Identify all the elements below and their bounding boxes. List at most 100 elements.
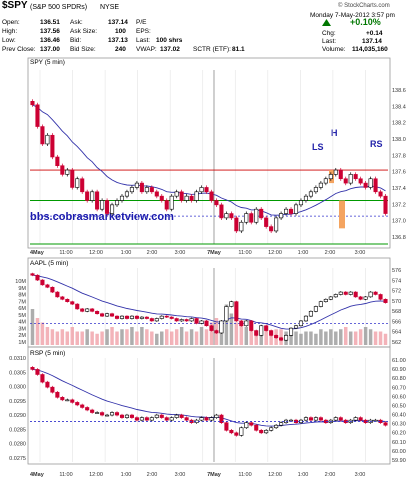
bid-size-value: 240 — [115, 46, 126, 53]
spy-y-tick: 138.2 — [392, 121, 406, 127]
volume-tick: 10M — [15, 279, 26, 285]
candle — [383, 422, 388, 426]
candle — [65, 399, 70, 402]
volume-bar — [35, 318, 40, 345]
candle — [75, 402, 80, 406]
candle — [224, 422, 229, 431]
rsp-left-tick: 0.0305 — [9, 370, 26, 376]
candle — [144, 187, 149, 193]
candle — [189, 195, 194, 201]
candle — [298, 200, 304, 206]
candle — [279, 337, 284, 341]
rsp-right-tick: 59.90 — [392, 458, 406, 464]
candle — [234, 301, 239, 322]
candle — [293, 325, 299, 329]
candle — [254, 208, 259, 223]
rsp-right-tick: 60.10 — [392, 440, 406, 446]
candle — [105, 313, 110, 317]
candle — [55, 156, 60, 166]
spy-y-tick: 137.8 — [392, 153, 406, 159]
chg-label: Chg: — [322, 30, 336, 37]
candle — [343, 291, 348, 295]
candle — [149, 187, 154, 193]
candle — [60, 165, 65, 175]
volume-bar — [234, 322, 239, 345]
candle — [35, 369, 40, 375]
aapl-y-tick: 570 — [392, 299, 401, 305]
x-axis-label: 11:00 — [59, 472, 72, 478]
candle — [353, 174, 358, 180]
volume-bar — [254, 331, 258, 345]
volume-tick: 2M — [18, 333, 26, 339]
volume-bar — [383, 333, 388, 345]
volume-bar — [110, 327, 114, 345]
spy-panel-title: SPY (5 min) — [30, 59, 65, 66]
candle — [124, 414, 129, 418]
candle — [80, 178, 85, 193]
candle — [373, 178, 378, 193]
x-axis-label: 12:00 — [268, 472, 282, 478]
volume-bar — [75, 331, 79, 345]
candle — [139, 182, 144, 193]
x-axis-label: 1:00 — [121, 472, 132, 478]
candle — [289, 208, 294, 214]
x-axis-label: 1:00 — [121, 250, 132, 256]
prev-close-label: Prev Close: — [2, 46, 36, 53]
volume-bar — [155, 333, 159, 345]
candle — [169, 417, 174, 421]
rsp-right-tick: 60.90 — [392, 367, 406, 373]
volume-bar — [184, 331, 189, 345]
candle — [254, 424, 259, 431]
candle — [50, 134, 55, 158]
candle — [129, 414, 134, 418]
aapl-y-tick: 566 — [392, 319, 401, 325]
candle — [159, 315, 164, 319]
candle — [55, 291, 60, 298]
candle — [298, 320, 304, 327]
candle — [264, 217, 269, 227]
candle — [358, 178, 363, 184]
candle — [214, 414, 219, 418]
candle — [353, 417, 358, 421]
candle — [169, 316, 174, 319]
candle — [110, 204, 115, 214]
candle — [219, 320, 224, 334]
volume-bar — [314, 333, 318, 345]
rsp-left-tick: 0.0280 — [9, 442, 26, 448]
quote-header: $SPY (S&P 500 SPDRs) NYSE © StockCharts.… — [0, 0, 416, 58]
candle — [229, 429, 234, 434]
low-label: Low: — [2, 37, 16, 44]
candle — [50, 286, 55, 293]
aapl-y-tick: 576 — [392, 268, 401, 274]
candle — [110, 412, 115, 416]
candle — [184, 417, 189, 421]
candle — [338, 417, 343, 421]
candle — [308, 311, 313, 317]
volume-bar — [319, 329, 323, 345]
candle — [328, 174, 333, 180]
volume-bar — [194, 331, 199, 345]
volume-bar — [80, 331, 84, 345]
symbol: $SPY — [2, 0, 28, 11]
candle — [204, 187, 209, 193]
last-shares: 100 shrs — [156, 37, 183, 44]
last-label: Last: — [136, 37, 151, 44]
aapl-panel-title: AAPL (5 min) — [30, 260, 68, 267]
x-axis-label: 2:00 — [325, 250, 336, 256]
volume-tick: 5M — [18, 313, 26, 319]
candle — [293, 204, 299, 214]
ask-size-value: 100 — [115, 28, 126, 35]
volume-bar — [160, 331, 164, 345]
x-axis-label: 3:00 — [175, 250, 186, 256]
candle — [328, 296, 333, 300]
volume-bar — [174, 329, 179, 345]
volume-bar — [45, 327, 50, 345]
candle — [313, 306, 318, 312]
candle — [378, 294, 383, 300]
candle — [333, 294, 338, 298]
candle — [75, 178, 80, 188]
rsp-right-tick: 60.70 — [392, 385, 406, 391]
candle — [95, 311, 100, 315]
candle — [279, 213, 284, 219]
candle — [105, 414, 110, 417]
